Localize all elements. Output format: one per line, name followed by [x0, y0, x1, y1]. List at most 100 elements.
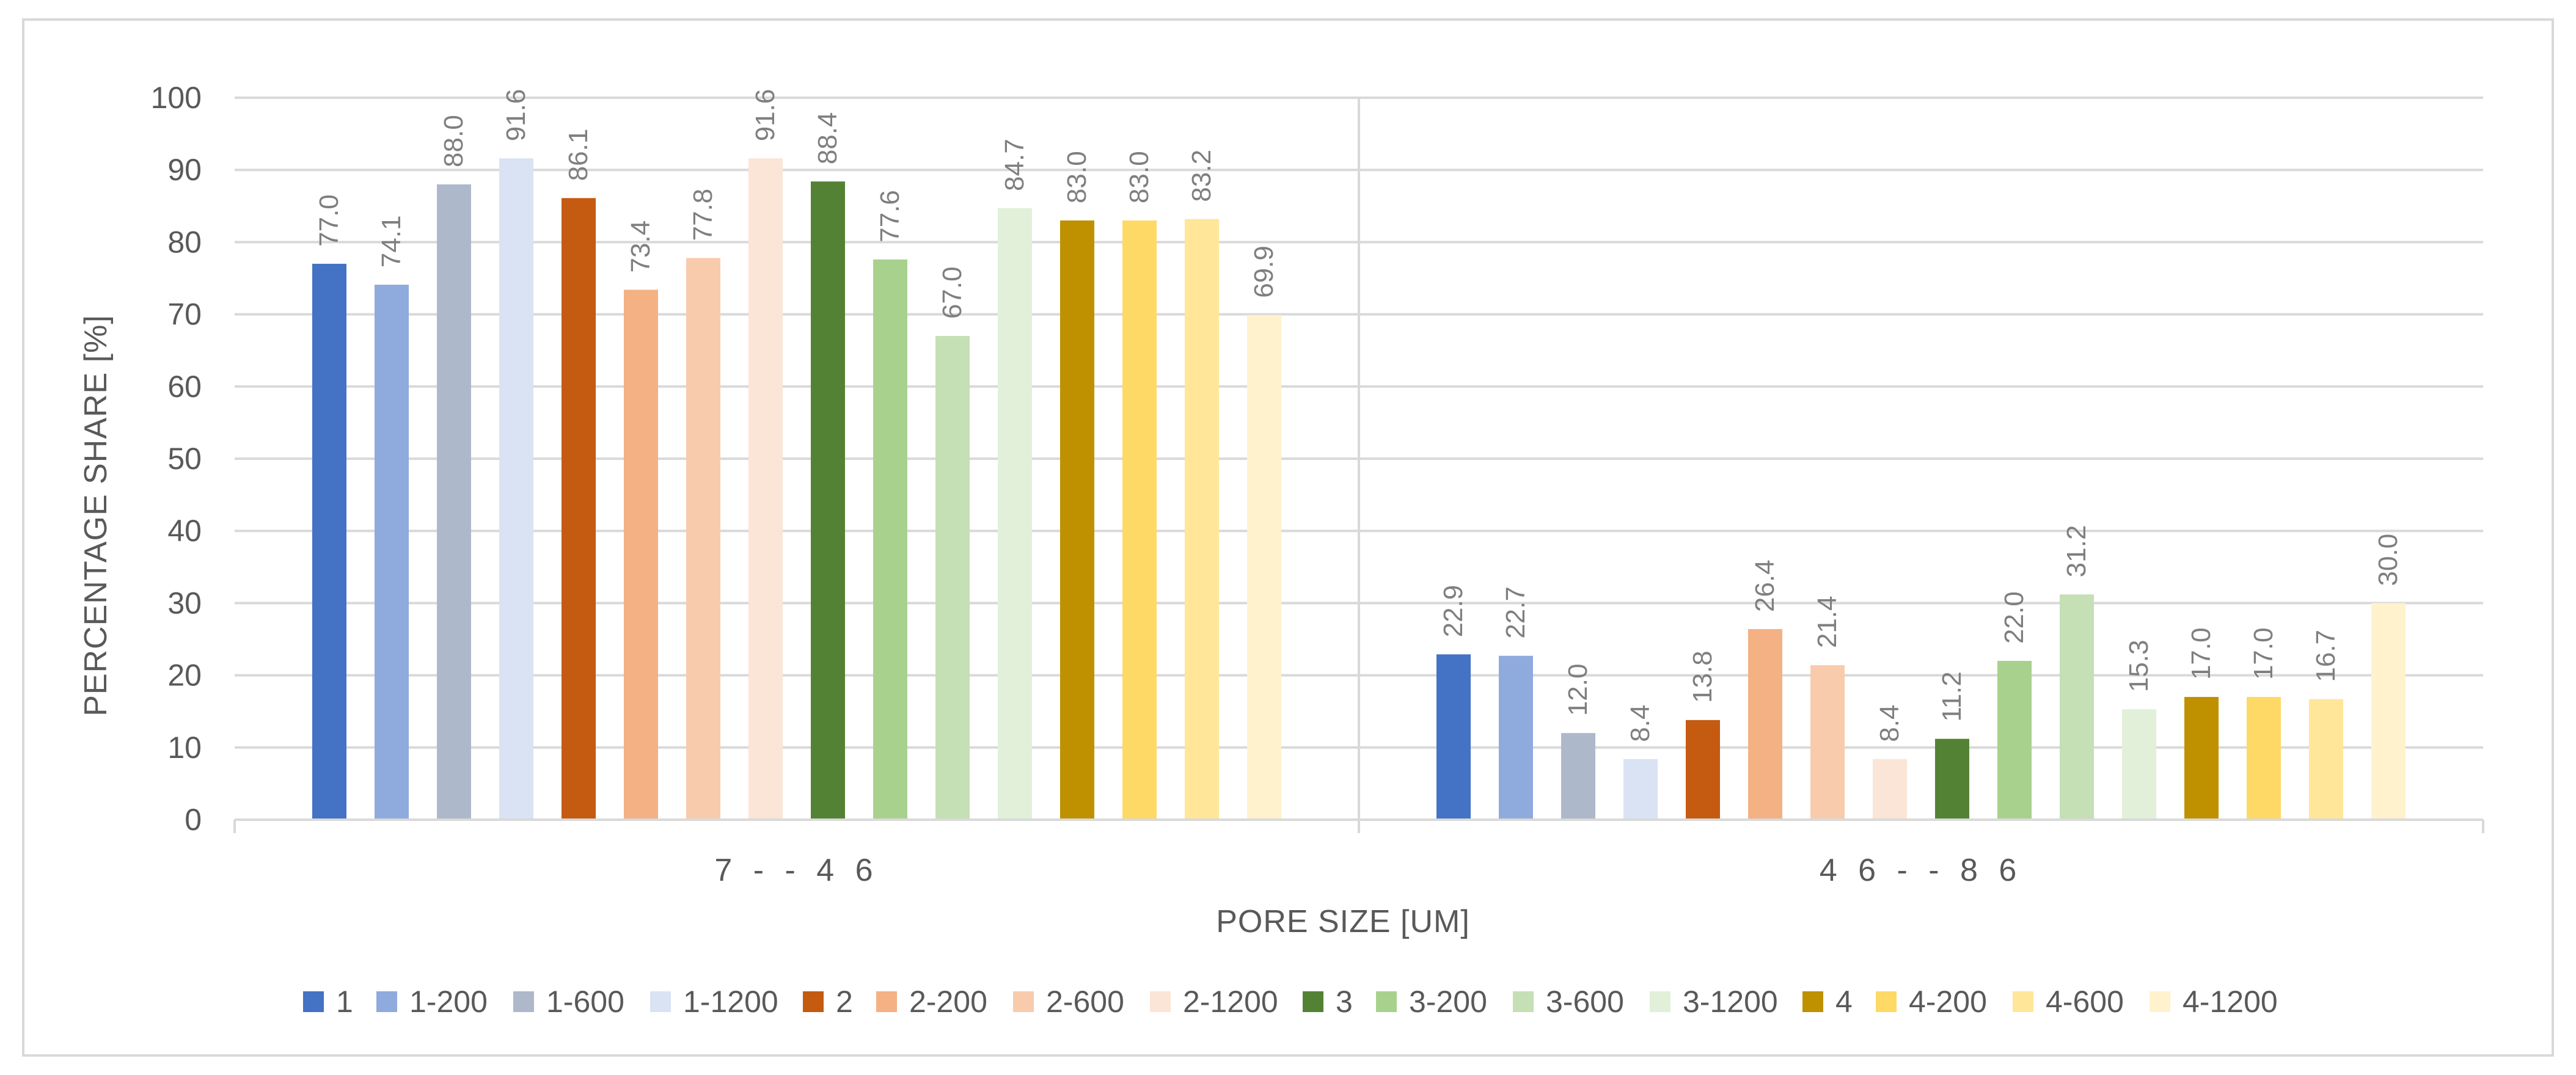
bar — [935, 336, 970, 820]
y-tick-label: 70 — [167, 297, 202, 332]
data-label: 11.2 — [1937, 671, 1967, 721]
data-label: 77.6 — [875, 190, 905, 242]
data-label: 83.2 — [1187, 150, 1217, 202]
bar — [1935, 738, 1969, 820]
legend-label: 3-200 — [1409, 985, 1487, 1019]
legend-swatch — [1303, 991, 1323, 1012]
bar — [1810, 665, 1845, 820]
data-label: 88.0 — [439, 115, 469, 167]
data-label: 77.0 — [314, 194, 344, 247]
x-category-label: 7 - - 4 6 — [714, 853, 879, 888]
bar — [998, 208, 1032, 820]
bar — [1623, 759, 1658, 820]
legend-swatch — [1013, 991, 1034, 1012]
data-label: 67.0 — [937, 266, 967, 319]
bar — [1748, 629, 1782, 820]
bar — [1499, 655, 1533, 820]
bars — [312, 158, 2406, 820]
data-label: 16.7 — [2311, 630, 2341, 682]
bar — [1247, 315, 1281, 820]
data-label: 22.0 — [1999, 591, 2029, 644]
bar — [1686, 720, 1720, 820]
legend-label: 4-200 — [1909, 985, 1987, 1019]
bar — [748, 158, 783, 820]
bar — [375, 285, 409, 820]
legend-swatch — [803, 991, 824, 1012]
bar — [624, 290, 658, 820]
legend-swatch — [2013, 991, 2033, 1012]
y-tick-label: 40 — [167, 514, 202, 548]
data-label: 8.4 — [1625, 705, 1655, 742]
legend-label: 2 — [836, 985, 853, 1019]
y-tick-label: 0 — [185, 803, 202, 837]
data-label: 77.8 — [688, 189, 718, 241]
y-tick-label: 10 — [167, 731, 202, 765]
data-label: 15.3 — [2124, 640, 2154, 693]
bar — [1997, 660, 2032, 820]
bar — [1122, 220, 1157, 820]
legend-label: 1-1200 — [683, 985, 778, 1019]
chart-frame: 77.0 74.1 88.0 91.6 86.1 73.4 77.8 91.6 88.4 77.6… — [22, 18, 2554, 1057]
data-label: 8.4 — [1875, 705, 1905, 742]
legend-swatch — [303, 991, 324, 1012]
data-label: 22.7 — [1501, 586, 1531, 639]
legend-label: 1-200 — [409, 985, 488, 1019]
legend-swatch — [1513, 991, 1534, 1012]
y-tick-label: 60 — [167, 370, 202, 404]
legend-label: 3-600 — [1546, 985, 1624, 1019]
y-axis-title: PERCENTAGE SHARE [%] — [78, 315, 114, 716]
bar — [2060, 594, 2094, 820]
legend-swatch — [1650, 991, 1670, 1012]
legend-label: 2-600 — [1046, 985, 1124, 1019]
data-label: 12.0 — [1563, 664, 1593, 716]
bar — [312, 263, 346, 820]
legend-label: 2-200 — [909, 985, 987, 1019]
legend-swatch — [1876, 991, 1897, 1012]
bar — [2309, 699, 2343, 820]
bar — [499, 158, 533, 820]
bar — [2371, 603, 2406, 820]
bar — [1436, 654, 1471, 820]
bar — [2122, 709, 2156, 820]
data-label: 17.0 — [2249, 627, 2278, 680]
y-tick-label: 100 — [151, 81, 202, 115]
legend-label: 4-600 — [2046, 985, 2124, 1019]
data-label: 74.1 — [376, 215, 406, 268]
legend-label: 1-600 — [546, 985, 624, 1019]
legend-swatch — [513, 991, 534, 1012]
bar — [1873, 759, 1907, 820]
legend-swatch — [1802, 991, 1823, 1012]
x-axis-title: PORE SIZE [UM] — [1216, 904, 1470, 939]
data-label: 84.7 — [1000, 139, 1030, 191]
bar — [1185, 219, 1219, 820]
bar — [562, 198, 596, 820]
data-label: 86.1 — [563, 129, 593, 181]
legend-swatch — [876, 991, 897, 1012]
y-tick-label: 20 — [167, 658, 202, 693]
bar — [2247, 697, 2281, 820]
legend-label: 3 — [1336, 985, 1353, 1019]
data-label: 91.6 — [501, 89, 531, 142]
y-tick-label: 90 — [167, 153, 202, 187]
legend-label: 4 — [1835, 985, 1853, 1019]
bar — [437, 184, 471, 820]
bar — [1561, 733, 1595, 820]
bar — [2184, 697, 2219, 820]
data-label: 83.0 — [1124, 151, 1154, 203]
data-label: 83.0 — [1062, 151, 1092, 203]
bar — [686, 258, 720, 820]
legend-label: 3-1200 — [1683, 985, 1778, 1019]
data-label: 22.9 — [1438, 585, 1468, 638]
axes: 0 10 20 30 40 50 60 70 80 90 100 7 - - 4 6 4 6 - - 8… — [151, 81, 2484, 888]
legend-swatch — [1376, 991, 1397, 1012]
bar — [811, 181, 845, 820]
data-labels: 77.0 74.1 88.0 91.6 86.1 73.4 77.8 91.6 88.4 77.6… — [314, 89, 2403, 742]
legend-label: 1 — [336, 985, 353, 1019]
bar — [1060, 220, 1094, 820]
data-label: 91.6 — [750, 89, 780, 142]
legend: 1 1-200 1-600 1-1200 2 2-200 2-600 2-1200 3 3-200… — [303, 985, 2278, 1019]
y-tick-label: 50 — [167, 442, 202, 476]
data-label: 69.9 — [1249, 246, 1279, 298]
legend-swatch — [650, 991, 671, 1012]
data-label: 26.4 — [1750, 559, 1780, 612]
